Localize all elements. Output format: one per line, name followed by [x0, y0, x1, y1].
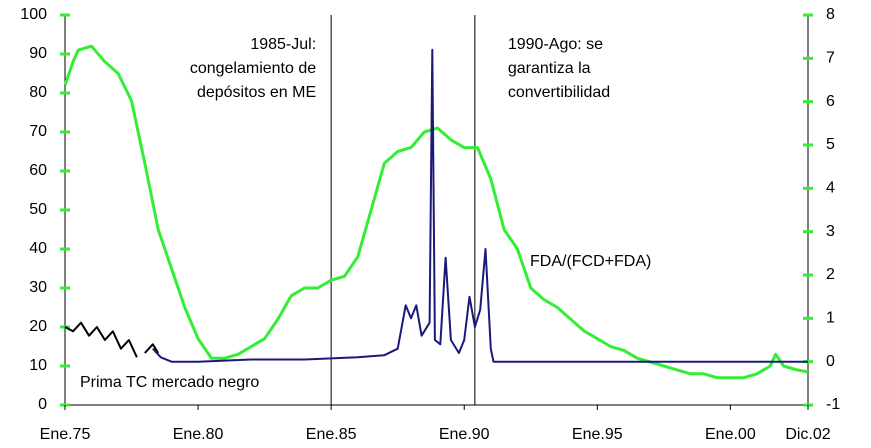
annotation: convertibilidad: [508, 84, 610, 101]
y-tick-label: 60: [29, 162, 47, 179]
x-tick-label: Ene.95: [572, 426, 623, 443]
series-line: [144, 343, 160, 354]
y2-tick-label: 7: [826, 50, 835, 67]
y2-tick-label: 2: [826, 266, 835, 283]
y-tick-label: 50: [29, 201, 47, 218]
annotation: 1985-Jul:: [250, 36, 316, 53]
x-tick-label: Ene.80: [173, 426, 224, 443]
x-tick-label: Ene.75: [40, 426, 91, 443]
y2-tick-label: 4: [826, 180, 835, 197]
y-tick-label: 80: [29, 84, 47, 101]
y-tick-label: 30: [29, 279, 47, 296]
y-tick-label: 100: [20, 6, 47, 23]
y-tick-label: 90: [29, 45, 47, 62]
y-tick-label: 40: [29, 240, 47, 257]
y2-tick-label: 0: [826, 353, 835, 370]
y2-tick-label: 1: [826, 310, 835, 327]
legend-label: FDA/(FCD+FDA): [530, 253, 651, 270]
annotation: depósitos en ME: [197, 84, 316, 101]
legend-label: Prima TC mercado negro: [80, 374, 259, 391]
series-line: [152, 48, 808, 363]
series-line: [63, 44, 809, 380]
x-tick-label: Ene.85: [306, 426, 357, 443]
y2-tick-label: 3: [826, 223, 835, 240]
y2-tick-label: -1: [826, 396, 840, 413]
y-tick-label: 0: [38, 396, 47, 413]
annotation: 1990-Ago: se: [508, 36, 603, 53]
y-tick-label: 70: [29, 123, 47, 140]
series-line: [64, 321, 138, 358]
y2-tick-label: 8: [826, 6, 835, 23]
annotation: congelamiento de: [190, 60, 316, 77]
x-tick-label: Dic.02: [785, 426, 830, 443]
y2-tick-label: 6: [826, 93, 835, 110]
x-tick-label: Ene.90: [439, 426, 490, 443]
y-tick-label: 10: [29, 357, 47, 374]
annotation: garantiza la: [508, 60, 591, 77]
y2-tick-label: 5: [826, 136, 835, 153]
y-tick-label: 20: [29, 318, 47, 335]
x-tick-label: Ene.00: [705, 426, 756, 443]
